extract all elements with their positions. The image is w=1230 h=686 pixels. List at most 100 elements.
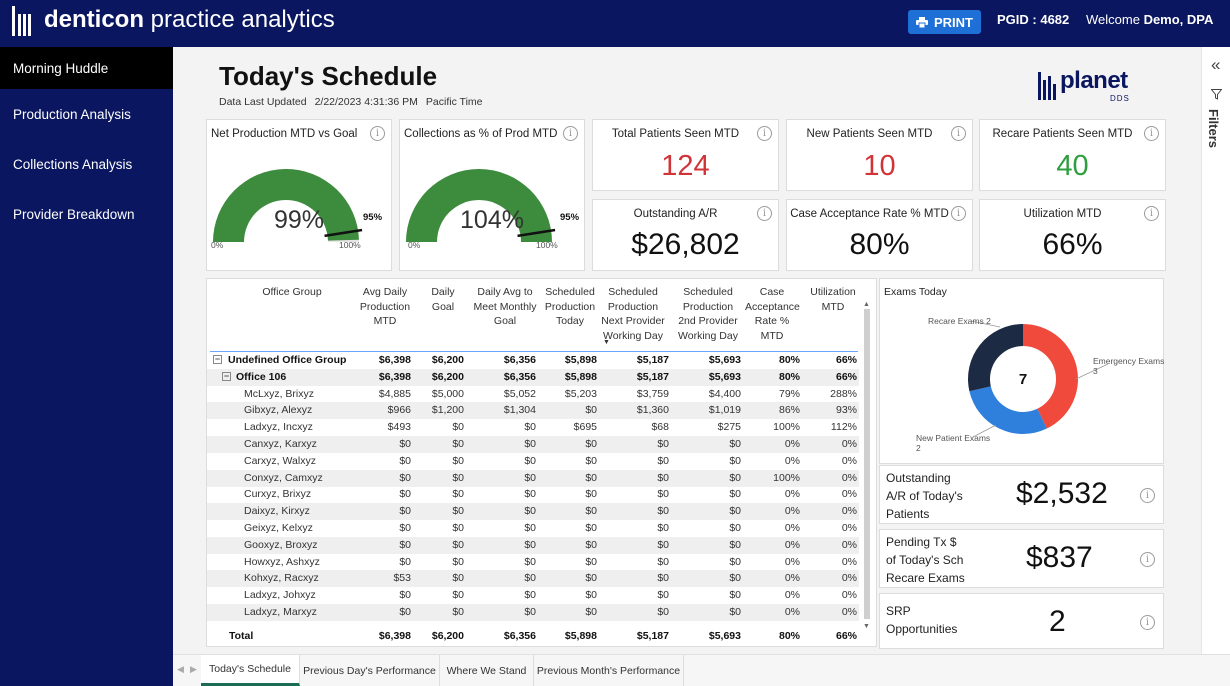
gauge-goal-label: 95% xyxy=(363,212,383,223)
tab-todays-schedule[interactable]: Today's Schedule xyxy=(201,655,300,686)
kpi-case-acceptance: Case Acceptance Rate % MTD i 80% xyxy=(786,199,973,271)
row-value: 0% xyxy=(841,488,857,501)
row-value: $5,000 xyxy=(431,387,464,400)
scroll-thumb[interactable] xyxy=(864,309,870,619)
tab-next-icon[interactable]: ▶ xyxy=(190,664,197,674)
table-group-row[interactable]: − Undefined Office Group $6,398 $6,200 $6,35… xyxy=(207,352,859,369)
planet-dds-logo: planet DDS xyxy=(1038,67,1148,107)
sidebar-item-morning-huddle[interactable]: Morning Huddle xyxy=(0,47,173,89)
filter-funnel-icon[interactable] xyxy=(1211,89,1222,100)
row-value: 0% xyxy=(841,538,857,551)
print-label: PRINT xyxy=(934,14,973,30)
row-value: 80% xyxy=(778,370,800,383)
table-row[interactable]: Gibxyz, Alexyz $966 $1,200 $1,304 $0 $1,360 $1… xyxy=(207,402,859,420)
filters-pane[interactable]: « Filters xyxy=(1201,47,1230,654)
scroll-up-icon[interactable]: ▲ xyxy=(863,301,870,308)
info-icon[interactable]: i xyxy=(951,126,966,141)
table-row[interactable]: Kohxyz, Racxyz $53 $0 $0 $0 $0 $0 0% 0% xyxy=(207,570,859,588)
donut-slice-recare-exams[interactable] xyxy=(968,324,1023,392)
row-value: $0 xyxy=(729,454,741,467)
table-row[interactable]: Ladxyz, Marxyz $0 $0 $0 $0 $0 $0 0% 0% xyxy=(207,604,859,621)
row-value: 0% xyxy=(784,606,800,618)
column-header[interactable]: Scheduled Production Today xyxy=(544,286,596,327)
row-value: 0% xyxy=(784,589,800,602)
office-production-table: Office Group Avg Daily Production MTD Da… xyxy=(206,278,877,647)
info-icon[interactable]: i xyxy=(563,126,578,141)
row-value: $0 xyxy=(524,538,536,551)
info-icon[interactable]: i xyxy=(1140,488,1155,503)
table-scrollbar[interactable]: ▲ ▼ xyxy=(863,301,871,631)
row-value: 0% xyxy=(841,522,857,534)
row-value: $0 xyxy=(524,572,536,585)
sort-descending-icon[interactable]: ▼ xyxy=(603,339,610,346)
collapse-row-icon[interactable]: − xyxy=(213,354,222,364)
tab-previous-months-performance[interactable]: Previous Month's Performance xyxy=(534,655,684,686)
row-value: $0 xyxy=(524,488,536,501)
table-group-row[interactable]: − Office 106 $6,398 $6,200 $6,356 $5,898 $5,18… xyxy=(207,368,859,386)
tab-where-we-stand[interactable]: Where We Stand xyxy=(440,655,534,686)
row-value: $5,203 xyxy=(564,387,597,400)
table-row[interactable]: Curxyz, Brixyz $0 $0 $0 $0 $0 $0 0% 0% xyxy=(207,486,859,503)
row-value: $0 xyxy=(524,471,536,484)
tab-prev-icon[interactable]: ◀ xyxy=(177,664,184,674)
gauge-goal-marker xyxy=(324,228,363,238)
collapse-chevrons-icon[interactable]: « xyxy=(1211,55,1221,74)
column-header[interactable]: Scheduled Production 2nd Provider Workin… xyxy=(678,286,738,342)
filters-label[interactable]: Filters xyxy=(1206,109,1221,149)
info-icon[interactable]: i xyxy=(951,206,966,221)
donut-slice-new-patient-exams[interactable] xyxy=(969,386,1047,434)
table-row[interactable]: Geixyz, Kelxyz $0 $0 $0 $0 $0 $0 0% 0% xyxy=(207,520,859,537)
table-row[interactable]: Daixyz, Kirxyz $0 $0 $0 $0 $0 $0 0% 0% xyxy=(207,503,859,521)
row-value: $0 xyxy=(657,471,669,484)
row-value: $695 xyxy=(573,421,597,434)
row-value: $5,187 xyxy=(636,354,669,366)
tab-previous-days-performance[interactable]: Previous Day's Performance xyxy=(300,655,440,686)
page-tabs: ◀ ▶ Today's Schedule Previous Day's Perf… xyxy=(173,654,1230,686)
collapse-row-icon[interactable]: − xyxy=(222,370,231,381)
column-header[interactable]: Office Group xyxy=(262,286,322,298)
info-icon[interactable]: i xyxy=(1144,126,1159,141)
table-row[interactable]: Conxyz, Camxyz $0 $0 $0 $0 $0 $0 100% 0% xyxy=(207,469,859,487)
info-icon[interactable]: i xyxy=(757,126,772,141)
row-value: 0% xyxy=(784,522,800,534)
info-icon[interactable]: i xyxy=(1140,552,1155,567)
row-value: $0 xyxy=(399,505,411,518)
row-name: Kohxyz, Racxyz xyxy=(244,572,319,585)
row-value: $0 xyxy=(585,606,597,618)
welcome-user: Welcome Demo, DPA xyxy=(1086,12,1214,27)
column-header[interactable]: Scheduled Production Next Provider Worki… xyxy=(601,286,665,342)
row-value: $1,304 xyxy=(503,404,536,417)
kpi-value: 80% xyxy=(849,228,910,261)
column-header[interactable]: Daily Goal xyxy=(431,286,455,313)
donut-slice-emergency-exams[interactable] xyxy=(1023,324,1078,429)
table-row[interactable]: Gooxyz, Broxyz $0 $0 $0 $0 $0 $0 0% 0% xyxy=(207,536,859,554)
column-header[interactable]: Case Acceptance Rate % MTD xyxy=(745,286,800,342)
column-header[interactable]: Utilization MTD xyxy=(810,286,856,313)
row-name: Geixyz, Kelxyz xyxy=(244,522,313,534)
row-value: $0 xyxy=(657,454,669,467)
scroll-down-icon[interactable]: ▼ xyxy=(863,623,870,630)
sidebar-item-collections-analysis[interactable]: Collections Analysis xyxy=(13,156,133,172)
sidebar-item-provider-breakdown[interactable]: Provider Breakdown xyxy=(13,206,135,222)
kpi-value: 124 xyxy=(661,150,710,182)
print-button[interactable]: PRINT xyxy=(908,10,981,34)
column-header[interactable]: Daily Avg to Meet Monthly Goal xyxy=(473,286,537,327)
row-value: $0 xyxy=(729,438,741,450)
data-last-updated: Data Last Updated 2/22/2023 4:31:36 PM Pac… xyxy=(219,96,483,108)
table-row[interactable]: Canxyz, Karxyz $0 $0 $0 $0 $0 $0 0% 0% xyxy=(207,436,859,453)
table-row[interactable]: Howxyz, Ashxyz $0 $0 $0 $0 $0 $0 0% 0% xyxy=(207,554,859,571)
column-header[interactable]: Avg Daily Production MTD xyxy=(359,286,411,327)
info-icon[interactable]: i xyxy=(370,126,385,141)
info-icon[interactable]: i xyxy=(757,206,772,221)
info-icon[interactable]: i xyxy=(1140,615,1155,630)
table-row[interactable]: Ladxyz, Incxyz $493 $0 $0 $695 $68 $275 100% 112… xyxy=(207,419,859,436)
kpi-outstanding-ar: Outstanding A/R i $26,802 xyxy=(592,199,779,271)
sidebar-item-production-analysis[interactable]: Production Analysis xyxy=(13,106,131,122)
row-value: $0 xyxy=(585,538,597,551)
row-value: $0 xyxy=(452,438,464,450)
table-row[interactable]: Carxyz, Walxyz $0 $0 $0 $0 $0 $0 0% 0% xyxy=(207,453,859,470)
info-icon[interactable]: i xyxy=(1144,206,1159,221)
table-row[interactable]: Ladxyz, Johxyz $0 $0 $0 $0 $0 $0 0% 0% xyxy=(207,587,859,604)
row-value: $0 xyxy=(729,555,741,568)
table-row[interactable]: McLxyz, Brixyz $4,885 $5,000 $5,052 $5,203 $3… xyxy=(207,386,859,403)
